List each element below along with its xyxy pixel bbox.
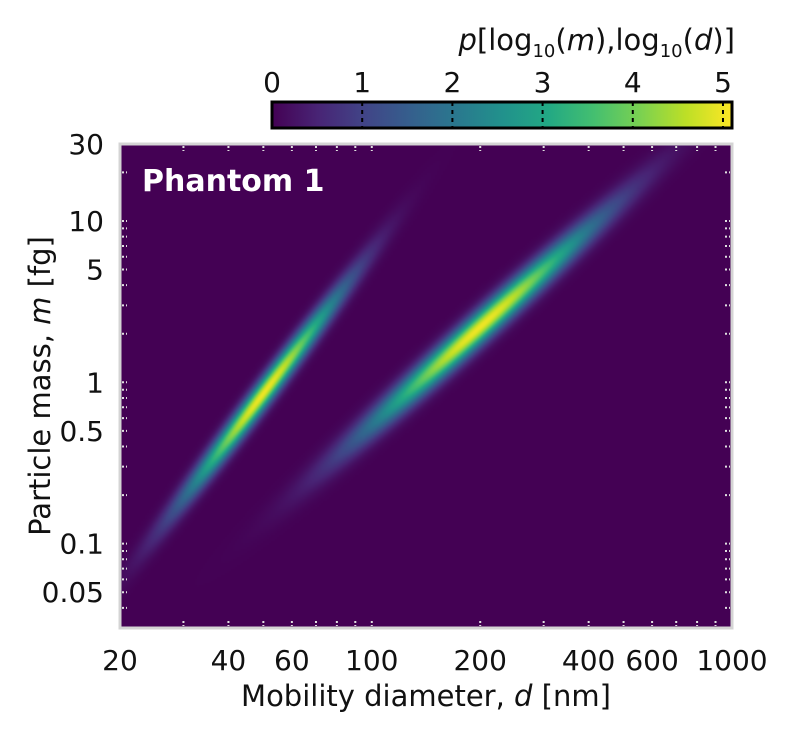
y-tick-label: 10 xyxy=(68,205,104,238)
x-tick-label: 40 xyxy=(211,644,247,677)
colorbar-tick-label: 0 xyxy=(263,66,281,99)
y-tick-label: 0.1 xyxy=(59,528,104,561)
plot-area: Phantom 1 xyxy=(118,142,734,630)
x-tick-label: 600 xyxy=(625,644,678,677)
x-tick-label: 20 xyxy=(102,644,138,677)
colorbar-frame xyxy=(270,100,734,130)
plot-frame xyxy=(118,142,734,630)
x-tick-label: 60 xyxy=(274,644,310,677)
colorbar-label: p[log10(m),log10(d)] xyxy=(458,23,735,62)
x-tick-label: 200 xyxy=(453,644,506,677)
x-axis-label: Mobility diameter, d [nm] xyxy=(241,679,611,713)
y-tick-labels: 0.05 0.1 0.5 1 5 10 30 xyxy=(42,128,104,609)
colorbar-tick-label: 3 xyxy=(534,66,552,99)
x-tick-label: 400 xyxy=(562,644,615,677)
colorbar-tick-label: 2 xyxy=(443,66,461,99)
x-tick-labels: 20 40 60 100 200 400 600 1000 xyxy=(102,644,767,677)
x-tick-label: 100 xyxy=(345,644,398,677)
y-tick-label: 0.05 xyxy=(42,576,104,609)
colorbar-tick-label: 4 xyxy=(624,66,642,99)
colorbar: p[log10(m),log10(d)] 0 1 2 3 4 5 xyxy=(263,23,735,130)
x-tick-label: 1000 xyxy=(696,644,767,677)
colorbar-tick-label: 5 xyxy=(714,66,732,99)
panel-label: Phantom 1 xyxy=(142,164,324,199)
minor-ticks xyxy=(122,146,730,626)
heatmap xyxy=(120,144,732,628)
colorbar-gradient xyxy=(272,102,732,128)
y-axis-label: Particle mass, m [fg] xyxy=(23,236,57,536)
y-tick-label: 1 xyxy=(86,366,104,399)
y-tick-label: 5 xyxy=(86,254,104,287)
y-tick-label: 30 xyxy=(68,128,104,161)
y-tick-label: 0.5 xyxy=(59,415,104,448)
colorbar-tick-label: 1 xyxy=(353,66,371,99)
